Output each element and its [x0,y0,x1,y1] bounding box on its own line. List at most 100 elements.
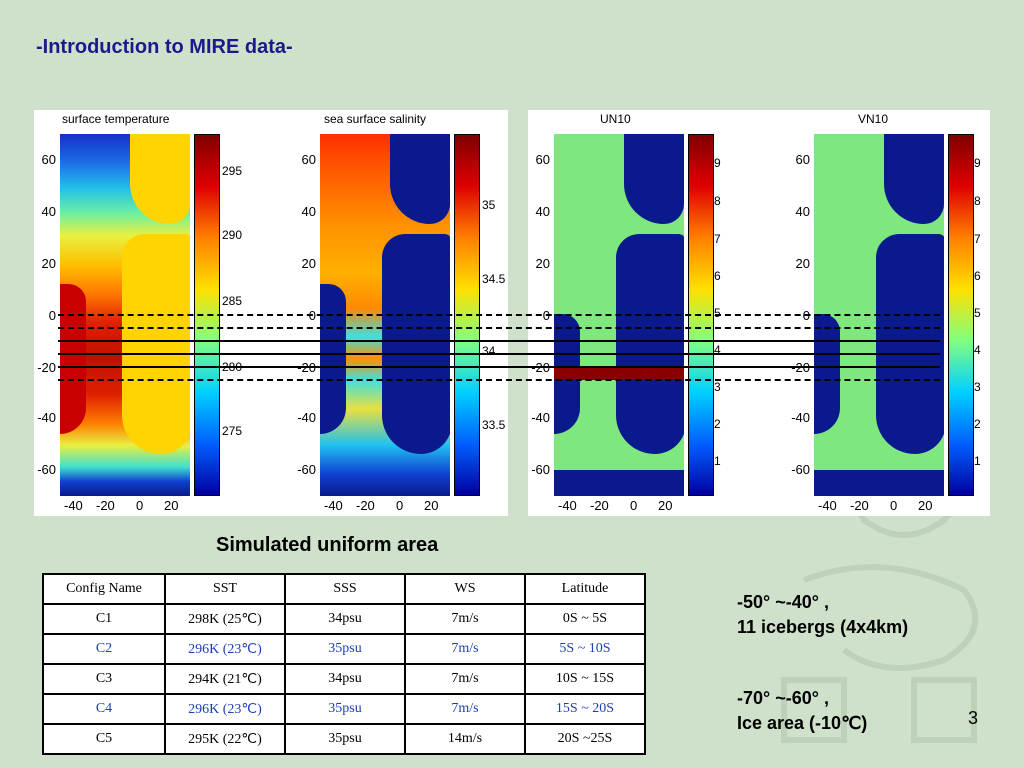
lon-tick: 0 [630,498,638,513]
lat-tick: 60 [535,152,550,167]
lat-tick: -40 [297,410,316,425]
lon-tick: -20 [850,498,869,513]
ice-area [814,470,944,496]
table-cell: 20S ~25S [524,723,646,755]
table-cell: 295K (22℃) [164,723,286,755]
table-cell: 34psu [284,603,406,635]
table-cell: 296K (23℃) [164,693,286,725]
table-cell: C5 [42,723,166,755]
cbar-tick: 295 [222,164,243,178]
lon-tick: -20 [356,498,375,513]
col-header: WS [404,573,526,605]
panel-title-vn10: VN10 [858,112,889,126]
table-cell: C1 [42,603,166,635]
slide-title: -Introduction to MIRE data- [36,36,293,58]
cbar-tick: 9 [974,156,981,170]
table-row: C1 298K (25℃) 34psu 7m/s 0S ~ 5S [42,603,646,635]
table-cell: 5S ~ 10S [524,633,646,665]
table-row: C3 294K (21℃) 34psu 7m/s 10S ~ 15S [42,663,646,695]
band-line-10s [58,340,940,342]
band-line-20s [58,366,940,368]
lat-tick: 40 [535,204,550,219]
table-cell: 10S ~ 15S [524,663,646,695]
table-cell: 7m/s [404,633,526,665]
land-europe [130,134,190,224]
figure-caption: Simulated uniform area [216,534,439,556]
panel-left: surface temperature 295 290 285 280 275 … [34,110,508,516]
lon-tick: 20 [658,498,673,513]
lat-tick: 20 [535,256,550,271]
note-line: -50° ~-40° , [737,592,829,612]
high-wind-band [554,366,684,380]
land-south-america [814,314,840,434]
cbar-tick: 4 [714,343,721,357]
cbar-tick: 8 [714,194,721,208]
lat-tick: -20 [37,360,56,375]
cbar-tick: 285 [222,294,243,308]
table-cell: 35psu [284,723,406,755]
lat-tick: 60 [41,152,56,167]
cbar-tick: 6 [714,269,721,283]
cbar-tick: 2 [974,417,981,431]
cbar-tick: 9 [714,156,721,170]
table-cell: 14m/s [404,723,526,755]
lon-tick: 0 [890,498,898,513]
cbar-tick: 4 [974,343,981,357]
table-cell: 0S ~ 5S [524,603,646,635]
lon-tick: -40 [324,498,343,513]
note-ice-area: -70° ~-60° , Ice area (-10℃) [737,686,867,736]
panel-right: UN10 9 8 7 6 5 4 3 2 1 VN10 9 8 7 6 5 4 … [528,110,990,516]
table-header-row: Config Name SST SSS WS Latitude [42,573,646,605]
cbar-tick: 275 [222,424,243,438]
land-europe [390,134,450,224]
lat-tick: -40 [791,410,810,425]
table-cell: 7m/s [404,603,526,635]
cbar-tick: 34.5 [482,272,506,286]
lat-tick: 20 [41,256,56,271]
table-cell: 294K (21℃) [164,663,286,695]
cbar-tick: 6 [974,269,981,283]
lat-tick: -40 [37,410,56,425]
table-cell: 35psu [284,633,406,665]
cbar-tick: 290 [222,228,243,242]
note-line: -70° ~-60° , [737,688,829,708]
lon-tick: -20 [96,498,115,513]
colorbar-vn10 [948,134,974,496]
band-line-25s [58,379,940,381]
table-row: C4 296K (23℃) 35psu 7m/s 15S ~ 20S [42,693,646,725]
col-header: SSS [284,573,406,605]
lat-tick: -40 [531,410,550,425]
lon-tick: 20 [918,498,933,513]
cbar-tick: 7 [974,232,981,246]
page-number: 3 [968,708,979,728]
table-cell: C4 [42,693,166,725]
lat-tick: 60 [301,152,316,167]
cbar-tick: 1 [974,454,981,468]
lon-tick: -20 [590,498,609,513]
band-line-0 [58,314,940,316]
cbar-tick: 34 [482,344,496,358]
lon-tick: -40 [818,498,837,513]
cbar-tick: 1 [714,454,721,468]
land-africa [382,234,450,454]
lon-tick: 0 [396,498,404,513]
cbar-tick: 2 [714,417,721,431]
table-row: C5 295K (22℃) 35psu 14m/s 20S ~25S [42,723,646,755]
lat-tick: 60 [795,152,810,167]
col-header: Config Name [42,573,166,605]
col-header: SST [164,573,286,605]
land-europe [884,134,944,224]
note-line: 11 icebergs (4x4km) [737,617,909,637]
panel-title-salinity: sea surface salinity [324,112,427,126]
table-cell: 7m/s [404,663,526,695]
lon-tick: 20 [164,498,179,513]
lat-tick: -60 [297,462,316,477]
note-line: Ice area (-10℃) [737,713,868,733]
table-cell: 7m/s [404,693,526,725]
land-europe [624,134,684,224]
land-africa [616,234,684,454]
cbar-tick: 35 [482,198,496,212]
lat-tick: 40 [795,204,810,219]
panel-title-un10: UN10 [600,112,631,126]
band-line-5s [58,327,940,329]
